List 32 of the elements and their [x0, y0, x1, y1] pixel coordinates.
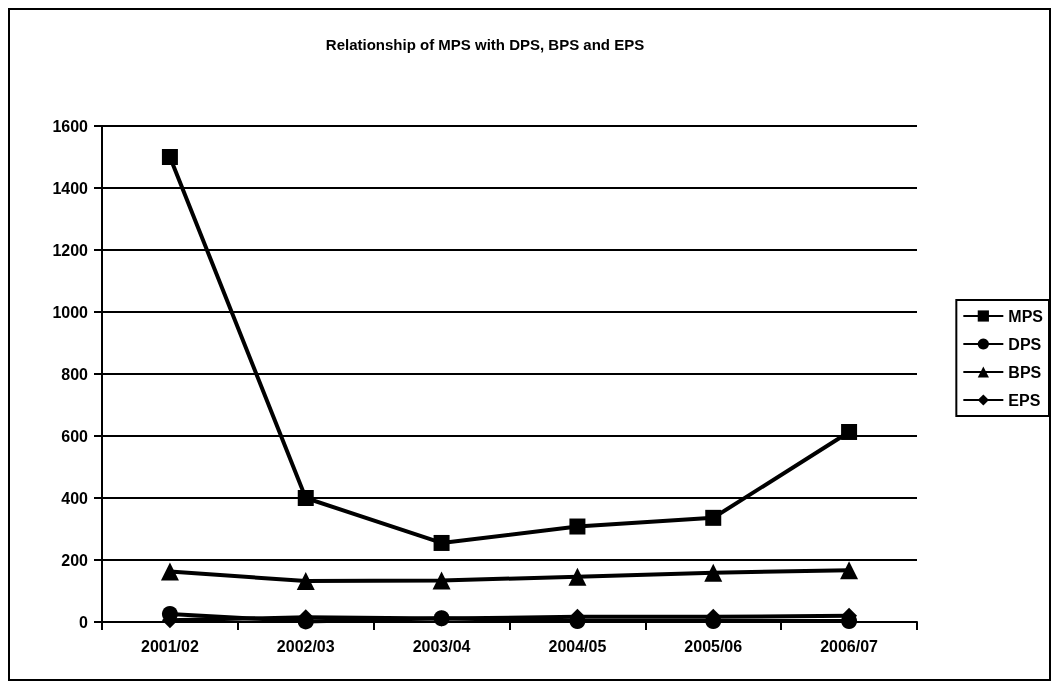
y-tick-label: 400: [61, 489, 89, 507]
x-tick-label: 2002/03: [276, 637, 335, 655]
y-tick-label: 0: [79, 613, 89, 631]
legend-label: DPS: [1008, 335, 1042, 353]
legend-label: MPS: [1008, 307, 1044, 325]
point: [841, 423, 858, 440]
y-tick-label: 1600: [52, 117, 89, 135]
point: [160, 562, 179, 581]
y-tick-label: 1200: [52, 241, 89, 259]
chart-title: Relationship of MPS with DPS, BPS and EPS: [325, 36, 645, 53]
point: [161, 149, 178, 165]
point: [704, 563, 723, 582]
y-tick-label: 600: [61, 427, 89, 445]
point: [840, 561, 859, 580]
legend-label: BPS: [1008, 363, 1042, 381]
y-tick-label: 1000: [52, 303, 89, 321]
x-tick-label: 2006/07: [820, 637, 879, 655]
point: [433, 534, 450, 551]
x-tick-label: 2004/05: [548, 637, 607, 655]
point: [432, 571, 451, 590]
point: [705, 509, 722, 526]
point: [297, 490, 314, 506]
point: [568, 567, 587, 586]
x-tick-label: 2001/02: [140, 637, 199, 655]
point: [569, 518, 586, 535]
y-tick-label: 200: [61, 551, 89, 569]
legend-label: EPS: [1008, 391, 1041, 409]
x-tick-label: 2005/06: [684, 637, 743, 655]
y-tick-label: 800: [61, 365, 89, 383]
point: [296, 572, 315, 591]
y-tick-label: 1400: [52, 179, 89, 197]
x-tick-label: 2003/04: [412, 637, 471, 655]
